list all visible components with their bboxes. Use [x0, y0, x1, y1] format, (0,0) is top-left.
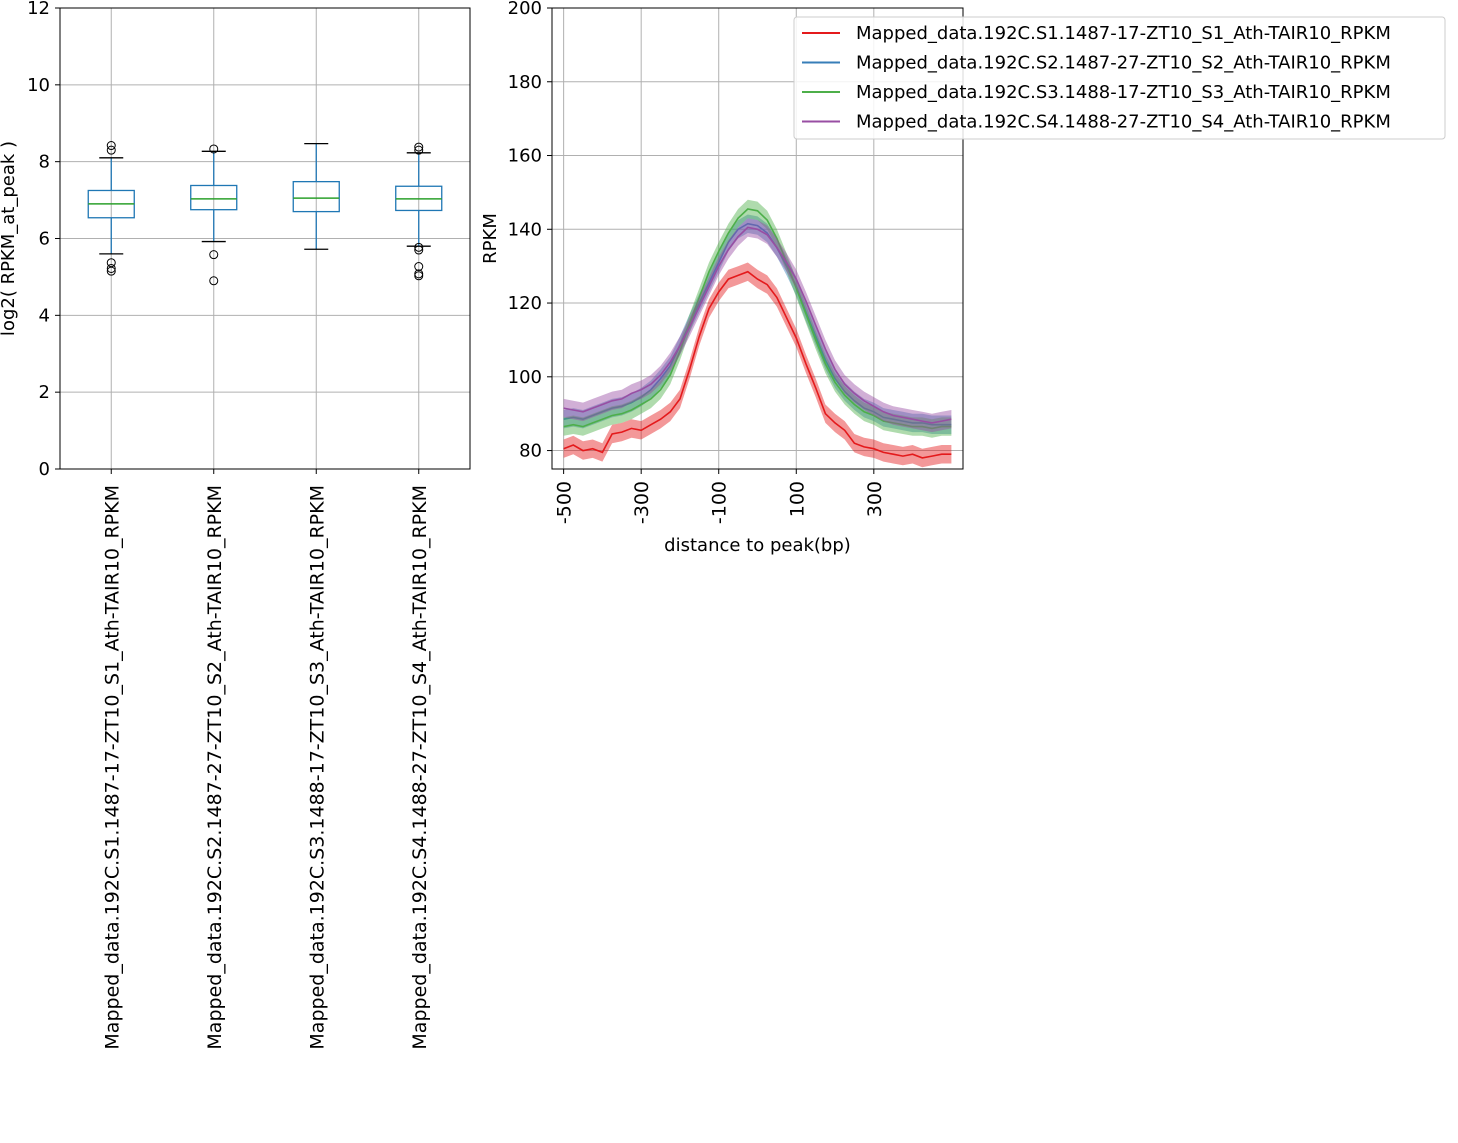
box-tick-label-y: 8 [39, 152, 50, 173]
line-tick-label-x: 100 [786, 481, 808, 517]
box-outlier [106, 145, 116, 155]
box-tick-label-y: 0 [39, 459, 50, 480]
box-iqr [190, 184, 238, 211]
legend-entry: Mapped_data.192C.S4.1488-27-ZT10_S4_Ath-… [856, 112, 1391, 133]
legend: Mapped_data.192C.S1.1487-17-ZT10_S1_Ath-… [793, 16, 1446, 140]
box-outlier [106, 258, 116, 268]
box-tick-label-y: 2 [39, 382, 50, 403]
box-outlier [414, 145, 424, 155]
box-outlier [414, 142, 424, 152]
box-outlier [209, 250, 219, 260]
line-tick-label-x: -100 [709, 481, 731, 524]
line-tick-label-y: 160 [508, 146, 542, 167]
box-outlier [414, 262, 424, 272]
line-tick-label-y: 180 [508, 72, 542, 93]
box-outlier [209, 144, 219, 154]
line-tick-label-y: 100 [508, 367, 542, 388]
box-iqr [292, 180, 340, 213]
line-tick-label-x: -300 [631, 481, 653, 524]
legend-entry: Mapped_data.192C.S3.1488-17-ZT10_S3_Ath-… [856, 82, 1391, 103]
series-line [563, 226, 952, 424]
legend-entry: Mapped_data.192C.S1.1487-17-ZT10_S1_Ath-… [856, 23, 1391, 44]
box-tick-label-y: 6 [39, 229, 50, 250]
line-tick-label-x: -500 [554, 481, 576, 524]
line-tick-label-y: 120 [508, 293, 542, 314]
series-line [563, 222, 952, 426]
legend-entry: Mapped_data.192C.S2.1487-27-ZT10_S2_Ath-… [856, 53, 1391, 74]
box-category-label: Mapped_data.192C.S2.1487-27-ZT10_S2_Ath-… [204, 485, 226, 1050]
box-outlier [414, 242, 424, 252]
series-confidence-band [563, 218, 952, 433]
line-axes-frame [551, 7, 964, 470]
line-y-axis-label: RPKM [480, 213, 501, 264]
box-tick-label-y: 10 [27, 75, 50, 96]
box-category-label: Mapped_data.192C.S3.1488-17-ZT10_S3_Ath-… [306, 485, 328, 1050]
line-profile-panel: 80 100 120 140 160 180 200 -500 -300 -100 100 300 RP… [480, 0, 964, 556]
boxplot-panel: 0 2 4 6 8 10 12 Mapped_data.192C.S1.1487-17-ZT1… [0, 0, 471, 1050]
box-y-axis-label: log2( RPKM_at_peak ) [0, 141, 19, 336]
series-confidence-band [563, 199, 952, 438]
line-tick-label-y: 140 [508, 219, 542, 240]
box-outlier [106, 141, 116, 151]
box-outlier [209, 276, 219, 286]
series-confidence-band [563, 262, 952, 468]
legend-frame [793, 16, 1446, 140]
line-tick-label-y: 200 [508, 0, 542, 19]
box-axes-frame [59, 7, 471, 470]
box-outlier [414, 269, 424, 279]
line-tick-label-y: 80 [519, 441, 542, 462]
box-tick-label-y: 4 [39, 305, 50, 326]
line-x-axis-label: distance to peak(bp) [664, 535, 851, 556]
line-tick-label-x: 300 [864, 481, 886, 517]
box-category-label: Mapped_data.192C.S4.1488-27-ZT10_S4_Ath-… [409, 485, 431, 1050]
series-line [563, 208, 952, 430]
box-outlier [414, 245, 424, 255]
series-line [563, 270, 952, 459]
box-tick-label-y: 12 [27, 0, 50, 19]
box-category-label: Mapped_data.192C.S1.1487-17-ZT10_S1_Ath-… [101, 485, 123, 1050]
box-outlier [106, 263, 116, 273]
